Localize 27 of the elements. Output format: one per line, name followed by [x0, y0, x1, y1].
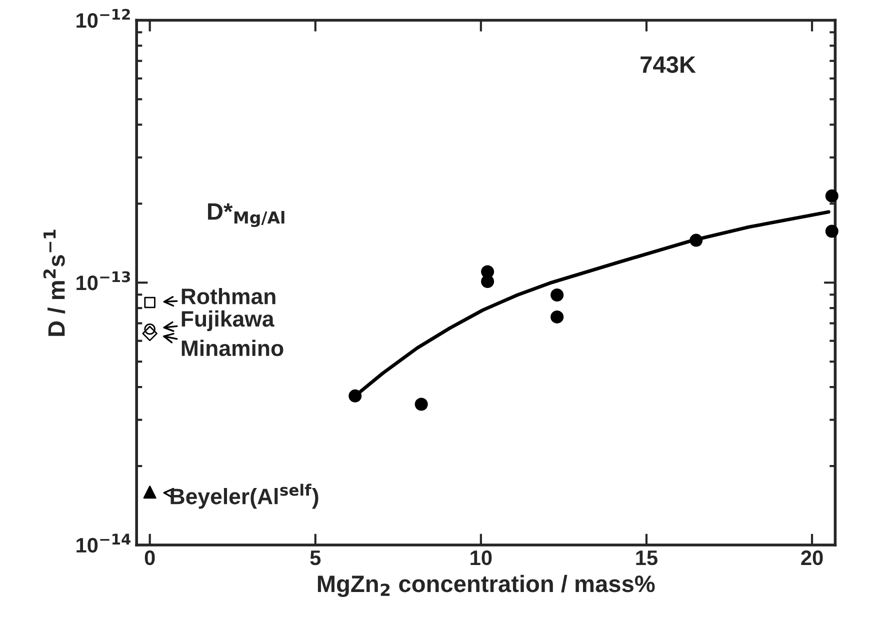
x-tick-label: 15 — [636, 550, 658, 566]
legend-label: Minamino — [182, 340, 284, 356]
y-tick-label: 10$^{−14}$ — [76, 534, 130, 553]
y-tick-label: 10$^{−13}$ — [76, 271, 130, 290]
point — [825, 189, 838, 202]
point — [414, 398, 428, 411]
point — [143, 486, 156, 499]
y-tick-label: 10$^{−12}$ — [76, 8, 130, 28]
y-axis-title: D / m$^{2}$s$^{−1}$ — [43, 230, 66, 336]
point — [690, 234, 703, 247]
legend-label: Rothman — [182, 288, 276, 304]
x-tick-label: 5 — [310, 550, 321, 566]
x-axis-title: MgZn$_{2}$ concentration / mass% — [318, 574, 655, 597]
annotation: 743K — [640, 56, 696, 73]
point — [348, 389, 362, 402]
legend-label: Beyeler(Al$^{self}$) — [170, 484, 318, 509]
x-tick-label: 10 — [470, 550, 492, 566]
point — [144, 296, 156, 308]
point — [825, 224, 838, 238]
point — [142, 326, 158, 342]
legend-label: Fujikawa — [182, 310, 274, 332]
x-tick-label: 0 — [144, 550, 155, 566]
point — [550, 310, 564, 324]
annotation: D*$_{Mg/Al}$ — [208, 203, 284, 228]
point — [481, 274, 494, 288]
point — [550, 288, 564, 302]
x-tick-label: 20 — [801, 550, 823, 566]
